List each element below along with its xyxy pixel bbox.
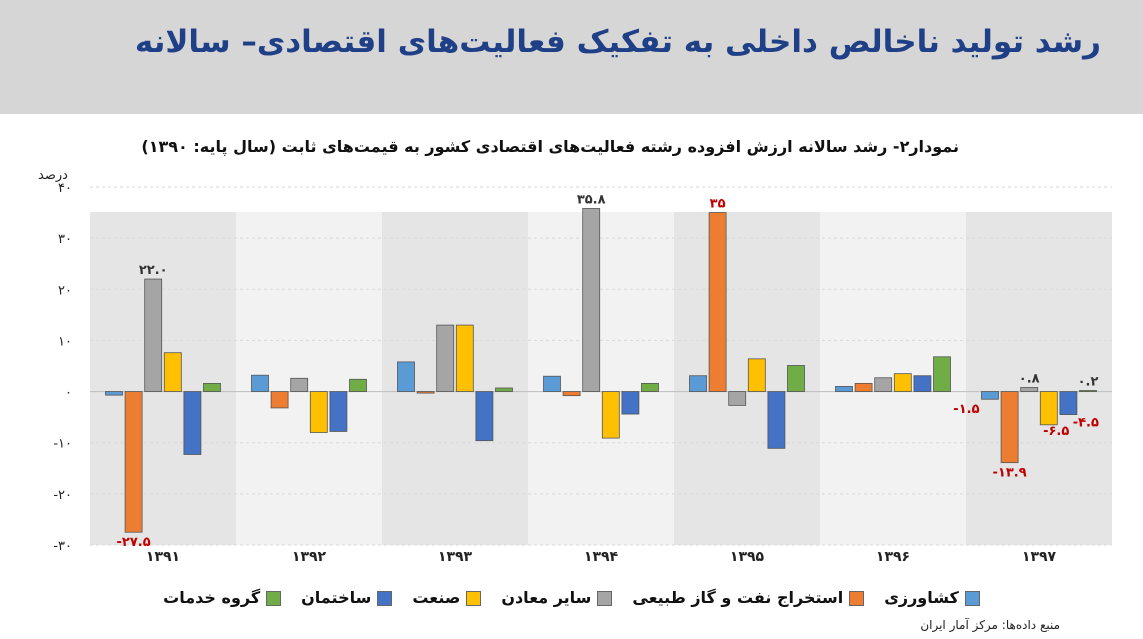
category-panel [90,212,236,545]
legend-swatch [266,591,282,606]
y-tick-label: -۱۰ [53,437,72,452]
bar [124,391,143,533]
data-label: ۰.۲ [1078,375,1099,390]
x-tick-label: ۱۳۹۶ [876,549,910,565]
bar [416,391,435,394]
bar [105,391,123,396]
bar [1000,391,1019,464]
bar [728,391,747,406]
bar [621,391,640,415]
data-label: ۳۵.۸ [577,192,606,207]
bar [203,382,221,392]
bar [981,391,999,400]
bar [747,358,766,392]
bar [270,391,289,409]
legend-item: استخراج نفت و گاز طبیعی [632,588,865,607]
page-title: رشد تولید ناخالص داخلی به تفکیک فعالیت‌ه… [134,24,1101,60]
header-banner: رشد تولید ناخالص داخلی به تفکیک فعالیت‌ه… [0,0,1143,114]
legend-label: صنعت [412,588,461,607]
data-label: ۳۵ [710,197,726,212]
legend-item: سایر معادن [501,588,613,607]
legend-item: کشاورزی [884,588,980,607]
x-tick-label: ۱۳۹۳ [438,549,473,565]
bar [854,382,873,392]
x-tick-label: ۱۳۹۷ [1022,549,1057,565]
legend-label: استخراج نفت و گاز طبیعی [632,588,844,607]
bar [767,391,786,449]
legend-swatch [849,591,865,606]
bar [835,386,853,392]
bar [1079,390,1097,392]
bar [349,378,367,392]
bar [436,324,455,392]
data-label: -۱۳.۹ [993,466,1027,481]
bar [455,324,474,392]
legend-label: سایر معادن [501,588,592,607]
bar [475,391,494,442]
y-tick-label: ۲۰ [58,283,72,298]
bar [1039,391,1058,426]
y-tick-label: ۰ [65,386,72,401]
bar [495,387,513,392]
data-label: ۲۲.۰ [139,263,168,278]
legend-swatch [964,591,980,606]
chart-legend: کشاورزی استخراج نفت و گاز طبیعی سایر معادن… [0,588,1143,607]
legend-swatch [377,591,393,606]
bar [543,375,561,392]
bar [1020,387,1039,392]
bar [893,373,912,392]
bar [397,361,415,392]
y-tick-label: -۲۰ [53,488,72,503]
x-tick-label: ۱۳۹۲ [292,549,327,565]
legend-item: ساختمان [301,588,393,607]
bar [601,391,620,439]
legend-swatch [466,591,482,606]
y-tick-label: ۱۰ [58,334,72,349]
data-label: -۴.۵ [1073,416,1099,431]
data-label: -۶.۵ [1043,424,1069,439]
source-note: منبع داده‌ها: مرکز آمار ایران [920,618,1060,632]
data-label: ۰.۸ [1019,371,1040,386]
legend-label: کشاورزی [884,588,959,607]
bar [562,391,581,397]
bar [708,212,727,392]
x-tick-label: ۱۳۹۵ [730,549,765,565]
data-label: -۱.۵ [953,402,979,417]
x-tick-label: ۱۳۹۴ [584,549,619,565]
legend-label: گروه خدمات [163,588,261,607]
bar [913,375,932,392]
bar [144,278,163,392]
bar [787,365,805,392]
bar [290,377,309,392]
bar [309,391,328,433]
bar [582,208,601,392]
bar [251,374,269,392]
bar [933,356,951,392]
legend-item: گروه خدمات [163,588,282,607]
bar [183,391,202,455]
category-panel [966,212,1112,545]
bar [1059,391,1078,415]
data-label: -۲۷.۵ [117,535,151,550]
bar [163,352,182,392]
bar [329,391,348,432]
y-axis-unit-label: درصد [38,168,68,183]
x-tick-label: ۱۳۹۱ [146,549,180,565]
y-tick-label: -۳۰ [53,539,72,554]
bar [689,375,707,392]
bar [874,377,893,392]
legend-swatch [597,591,613,606]
legend-item: صنعت [412,588,482,607]
y-tick-label: ۴۰ [58,181,72,196]
legend-label: ساختمان [301,588,372,607]
y-tick-label: ۳۰ [58,232,72,247]
bar [641,382,659,392]
chart-title: نمودار۲- رشد سالانه ارزش افزوده رشته فعا… [141,137,959,156]
